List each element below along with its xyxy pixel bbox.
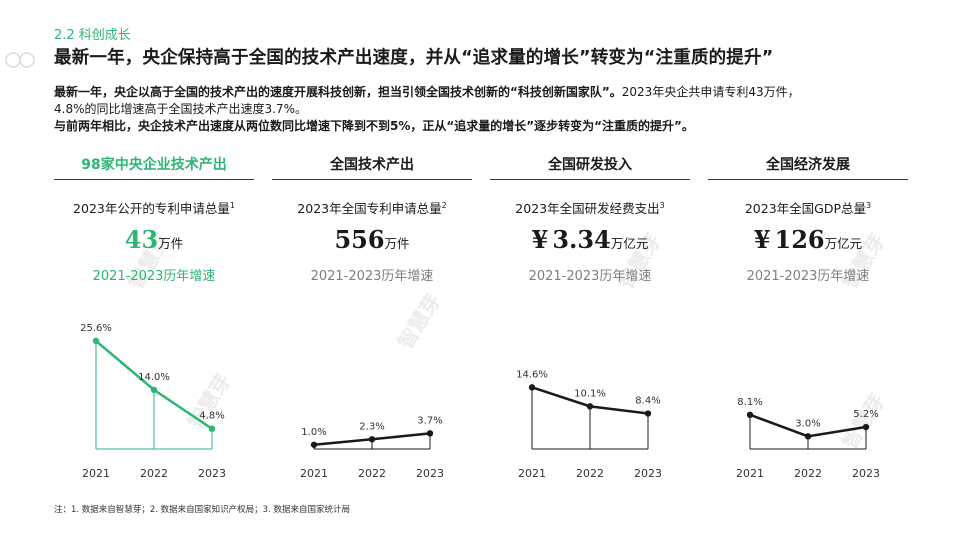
metric-value: 556万件	[334, 225, 410, 254]
growth-title: 2021-2023历年增速	[92, 269, 216, 284]
growth-chart: 14.6% 2021 10.1% 2022 8.4% 2023	[516, 369, 662, 480]
metric-label: 2023年全国专利申请总量2	[297, 200, 447, 216]
data-label-2022: 2.3%	[359, 421, 384, 432]
data-label-2021: 25.6%	[80, 323, 112, 334]
data-label-2022: 3.0%	[795, 418, 820, 429]
growth-title: 2021-2023历年增速	[746, 269, 870, 284]
metric-value: ¥126万亿元	[753, 225, 863, 254]
x-tick-label-2023: 2023	[416, 467, 444, 480]
data-point-2023	[426, 430, 434, 437]
intro-line1-rest: 2023年央企共申请专利43万件，	[621, 85, 800, 99]
x-tick-label-2021: 2021	[736, 467, 764, 480]
x-tick-label-2022: 2022	[358, 467, 386, 480]
data-label-2023: 4.8%	[199, 411, 224, 422]
data-point-2023	[644, 410, 652, 417]
panel-header: 全国研发投入	[490, 152, 690, 180]
growth-chart: 1.0% 2021 2.3% 2022 3.7% 2023	[300, 415, 444, 480]
intro-line2: 4.8%的同比增速高于全国技术产出速度3.7%。	[54, 102, 307, 116]
data-point-2023	[862, 423, 870, 431]
panel-economy: 全国经济发展 2023年全国GDP总量3 ¥126万亿元 2021-2023历年…	[708, 152, 908, 492]
metric-label: 2023年公开的专利申请总量1	[73, 200, 235, 216]
metric-label: 2023年全国研发经费支出3	[515, 200, 665, 216]
x-tick-label-2022: 2022	[140, 467, 168, 480]
data-label-2021: 8.1%	[737, 397, 762, 408]
data-point-2022	[586, 403, 594, 410]
growth-title: 2021-2023历年增速	[310, 269, 434, 284]
metric-label: 2023年全国GDP总量3	[744, 200, 872, 216]
panel-header: 98家中央企业技术产出	[54, 152, 254, 180]
metric-value: ¥3.34万亿元	[531, 225, 649, 254]
data-label-2023: 3.7%	[417, 415, 442, 426]
data-label-2022: 10.1%	[574, 388, 606, 399]
panel-central-enterprises: 98家中央企业技术产出 2023年公开的专利申请总量1 43万件 2021-20…	[54, 152, 254, 492]
footnote: 注：1. 数据来自智慧芽；2. 数据来自国家知识产权局；3. 数据来自国家统计局	[54, 505, 350, 515]
growth-title: 2021-2023历年增速	[528, 269, 652, 284]
growth-chart: 8.1% 2021 3.0% 2022 5.2% 2023	[736, 397, 880, 480]
decorative-rings-icon	[5, 52, 35, 68]
data-point-2021	[92, 337, 100, 345]
data-label-2023: 5.2%	[853, 409, 878, 420]
x-tick-label-2021: 2021	[82, 467, 110, 480]
x-tick-label-2023: 2023	[634, 467, 662, 480]
x-tick-label-2021: 2021	[518, 467, 546, 480]
panel-header: 全国技术产出	[272, 152, 472, 180]
section-tag: 2.2 科创成长	[54, 28, 131, 43]
intro-line3: 与前两年相比，央企技术产出速度从两位数同比增速下降到不到5%，正从“追求量的增长…	[54, 119, 694, 133]
data-label-2023: 8.4%	[635, 396, 660, 407]
panel-rd-investment: 全国研发投入 2023年全国研发经费支出3 ¥3.34万亿元 2021-2023…	[490, 152, 690, 492]
data-point-2021	[310, 441, 318, 448]
x-tick-label-2021: 2021	[300, 467, 328, 480]
x-tick-label-2023: 2023	[852, 467, 880, 480]
intro-text: 最新一年，央企以高于全国的技术产出的速度开展科技创新，担当引领全国技术创新的“科…	[54, 84, 924, 135]
data-label-2021: 14.6%	[516, 369, 548, 380]
data-point-2022	[804, 433, 812, 440]
x-tick-label-2022: 2022	[576, 467, 604, 480]
data-point-2023	[208, 425, 216, 432]
data-label-2021: 1.0%	[301, 427, 326, 438]
x-tick-label-2023: 2023	[198, 467, 226, 480]
panel-national-output: 全国技术产出 2023年全国专利申请总量2 556万件 2021-2023历年增…	[272, 152, 472, 492]
x-tick-label-2022: 2022	[794, 467, 822, 480]
growth-chart: 25.6% 2021 14.0% 2022 4.8% 2023	[80, 323, 226, 480]
data-point-2022	[150, 386, 158, 394]
data-point-2021	[528, 384, 536, 391]
metric-value: 43万件	[124, 225, 184, 254]
page-title: 最新一年，央企保持高于全国的技术产出速度，并从“追求量的增长”转变为“注重质的提…	[54, 48, 774, 68]
data-point-2021	[746, 411, 754, 418]
data-label-2022: 14.0%	[138, 372, 170, 383]
panel-header: 全国经济发展	[708, 152, 908, 180]
data-point-2022	[368, 436, 376, 443]
intro-line1-bold: 最新一年，央企以高于全国的技术产出的速度开展科技创新，担当引领全国技术创新的“科…	[54, 85, 622, 99]
